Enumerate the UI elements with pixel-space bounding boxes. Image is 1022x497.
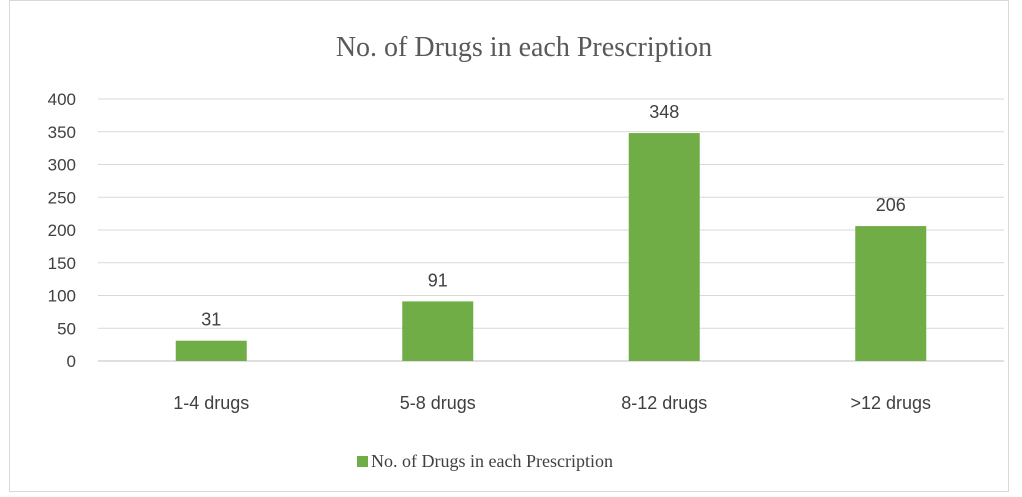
legend: No. of Drugs in each Prescription xyxy=(357,451,613,471)
x-category-label: 1-4 drugs xyxy=(173,393,249,413)
chart-title: No. of Drugs in each Prescription xyxy=(336,32,712,63)
y-tick-label: 100 xyxy=(48,287,76,306)
legend-label: No. of Drugs in each Prescription xyxy=(371,451,613,471)
x-category-label: 5-8 drugs xyxy=(400,393,476,413)
bar xyxy=(402,301,474,361)
y-axis-ticks: 0 50 100 150 200 250 300 350 400 xyxy=(48,90,76,371)
x-category-label: 8-12 drugs xyxy=(621,393,707,413)
y-tick-label: 300 xyxy=(48,156,76,175)
y-tick-label: 50 xyxy=(57,319,76,338)
data-label: 348 xyxy=(649,102,679,122)
y-tick-label: 250 xyxy=(48,188,76,207)
y-tick-label: 0 xyxy=(67,352,76,371)
data-label: 31 xyxy=(201,310,221,330)
data-label: 91 xyxy=(428,270,448,290)
y-tick-label: 400 xyxy=(48,90,76,109)
gridlines xyxy=(98,98,1004,362)
x-category-label: >12 drugs xyxy=(850,393,931,413)
data-labels: 31 91 348 206 xyxy=(201,102,906,330)
data-label: 206 xyxy=(876,195,906,215)
bar xyxy=(855,226,927,361)
bars xyxy=(175,133,927,361)
chart-frame xyxy=(9,0,1009,492)
bar xyxy=(628,133,700,361)
y-tick-label: 200 xyxy=(48,221,76,240)
legend-swatch xyxy=(357,456,368,467)
x-axis-categories: 1-4 drugs 5-8 drugs 8-12 drugs >12 drugs xyxy=(173,393,931,413)
bar xyxy=(175,340,247,361)
y-tick-label: 150 xyxy=(48,254,76,273)
y-tick-label: 350 xyxy=(48,123,76,142)
